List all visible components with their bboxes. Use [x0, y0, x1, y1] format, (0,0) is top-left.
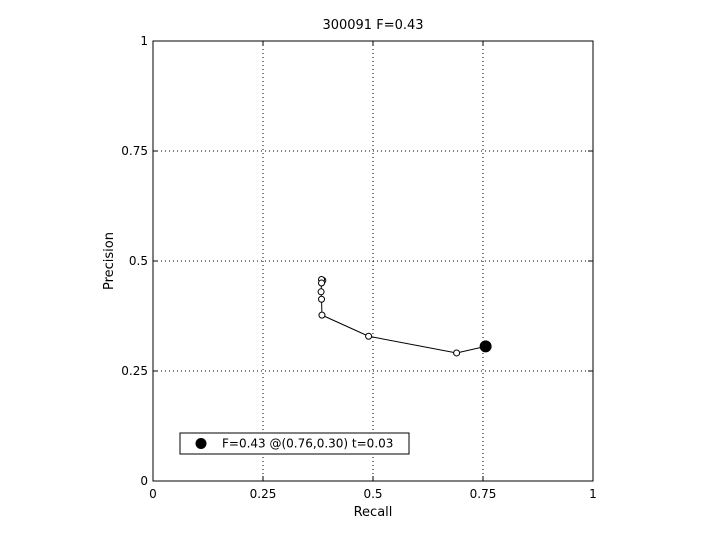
- y-tick-label: 0.75: [121, 144, 148, 158]
- y-tick-label: 0.5: [129, 254, 148, 268]
- data-point: [365, 332, 373, 340]
- data-point: [317, 288, 325, 296]
- legend-marker: [195, 438, 207, 449]
- data-point: [453, 349, 461, 357]
- y-tick-label: 0.25: [121, 364, 148, 378]
- x-tick-label: 1: [589, 487, 597, 501]
- data-point: [318, 311, 326, 319]
- x-tick-label: 0.25: [250, 487, 277, 501]
- x-tick-label: 0.5: [363, 487, 382, 501]
- y-tick-label: 1: [140, 34, 148, 48]
- x-axis-label: Recall: [354, 505, 393, 520]
- data-point: [318, 295, 326, 303]
- axis-ticks: 0 0.25 0.5 0.75 1 0 0.25 0.5 0.75 1: [121, 34, 597, 501]
- best-f-point: [479, 340, 492, 353]
- grid-lines: [153, 41, 593, 481]
- series-line: [320, 278, 486, 354]
- data-point: [318, 279, 326, 287]
- x-tick-label: 0: [149, 487, 157, 501]
- data-series: [317, 275, 492, 357]
- chart-title: 300091 F=0.43: [322, 18, 423, 33]
- x-tick-label: 0.75: [470, 487, 497, 501]
- legend: F=0.43 @(0.76,0.30) t=0.03: [179, 432, 410, 455]
- y-axis-label: Precision: [102, 232, 117, 290]
- legend-box: [179, 432, 410, 455]
- legend-label: F=0.43 @(0.76,0.30) t=0.03: [222, 437, 393, 451]
- y-tick-label: 0: [140, 474, 148, 488]
